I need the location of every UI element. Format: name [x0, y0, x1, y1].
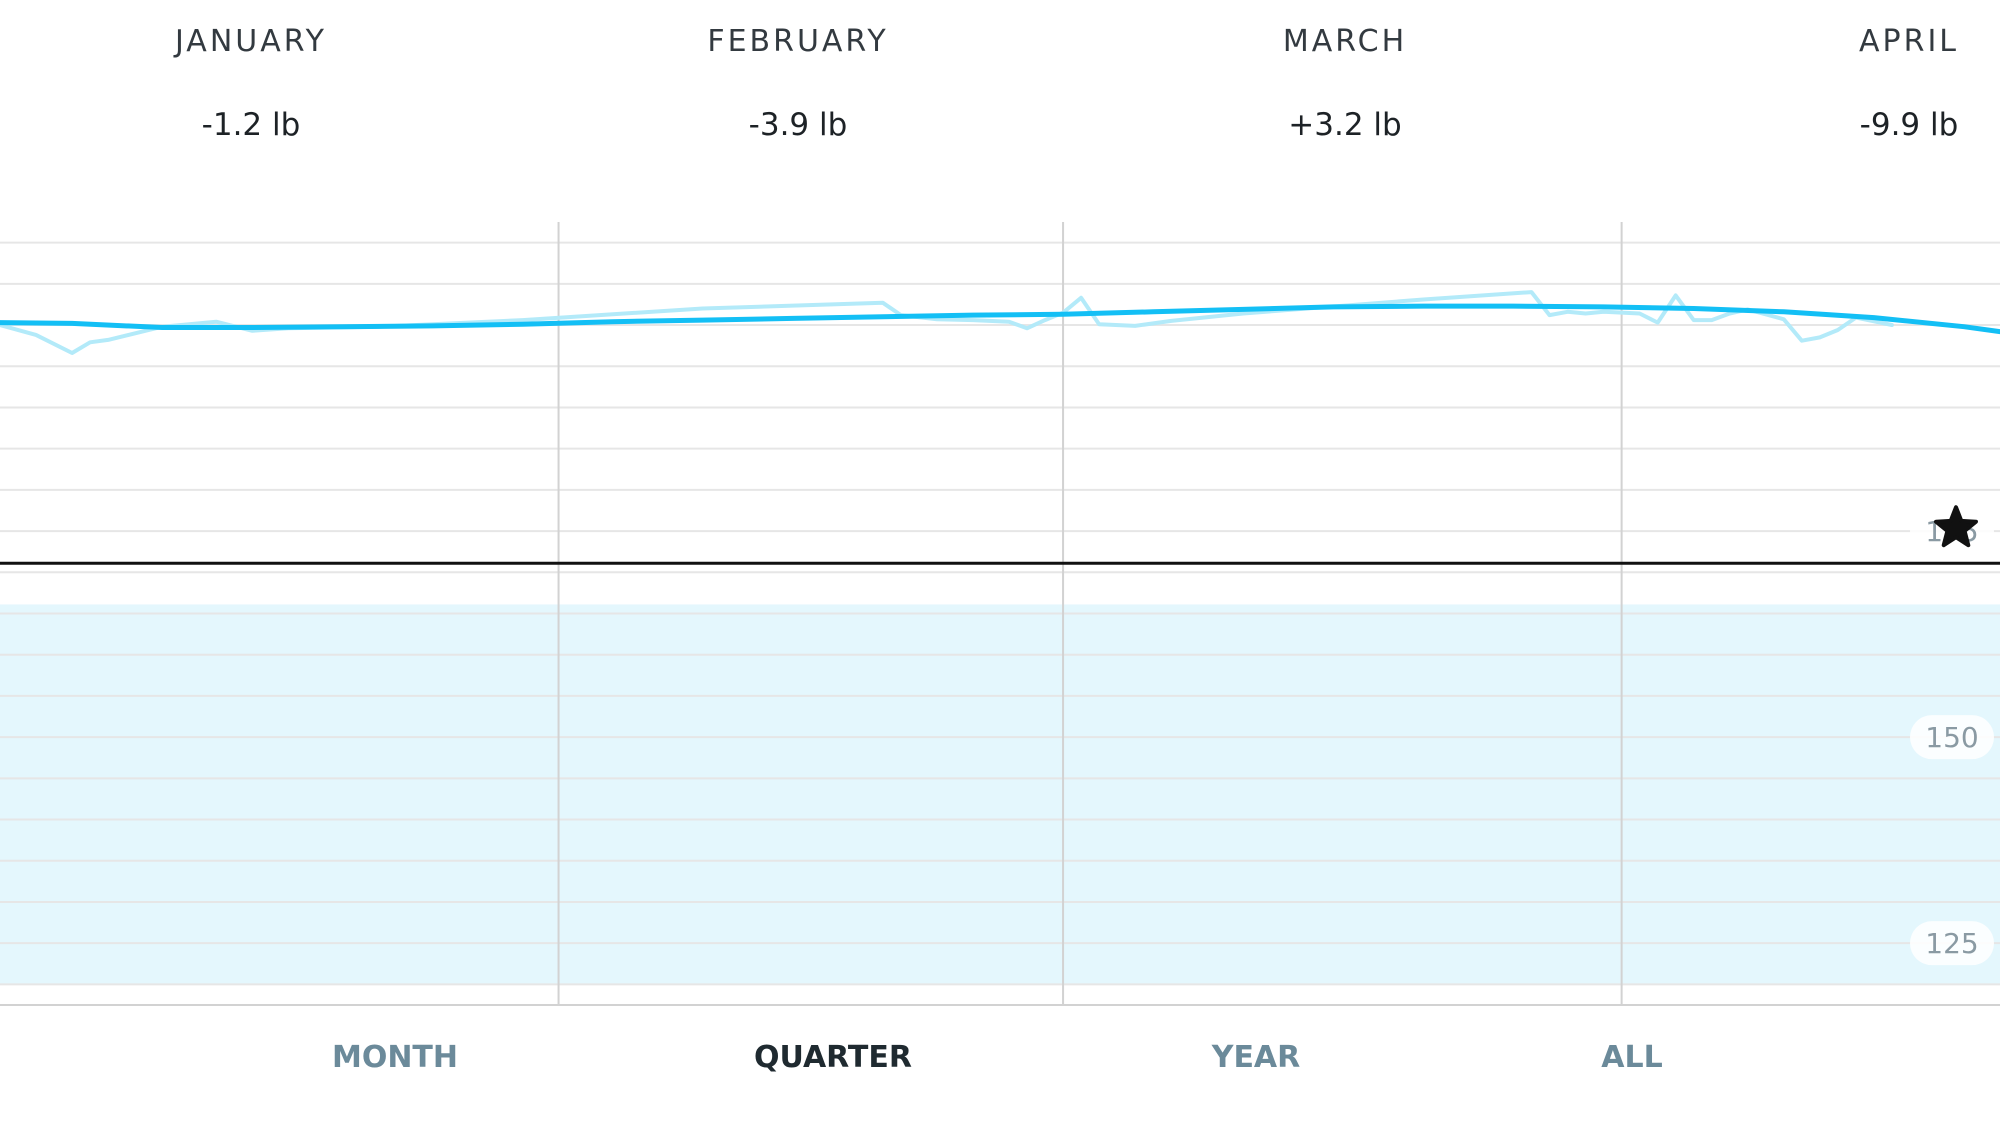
range-tabs: MONTH QUARTER YEAR ALL	[0, 1005, 2000, 1125]
tab-all[interactable]: ALL	[1601, 1040, 1663, 1075]
month-column-february: FEBRUARY -3.9 lb	[648, 22, 948, 145]
month-name: APRIL	[1858, 24, 1960, 59]
month-summary-header: JANUARY -1.2 lb FEBRUARY -3.9 lb MARCH +…	[0, 0, 2000, 160]
goal-star-icon	[1934, 505, 1978, 548]
y-tick-label: 125	[1925, 927, 1978, 960]
month-name: JANUARY	[174, 24, 327, 59]
month-column-january: JANUARY -1.2 lb	[101, 22, 401, 145]
month-weight-change: -9.9 lb	[1859, 107, 1959, 143]
month-name: MARCH	[1282, 24, 1408, 59]
month-column-march: MARCH +3.2 lb	[1195, 22, 1495, 145]
y-tick-label: 150	[1925, 721, 1978, 754]
healthy-range-band	[0, 604, 2000, 985]
month-weight-change: +3.2 lb	[1288, 107, 1402, 143]
y-tick-label-bg	[1910, 715, 1994, 760]
month-column-april: APRIL -9.9 lb	[1759, 22, 2000, 145]
month-weight-change: -3.9 lb	[748, 107, 848, 143]
trend-weight-line	[0, 303, 2000, 335]
tab-quarter[interactable]: QUARTER	[754, 1040, 912, 1075]
tab-month[interactable]: MONTH	[331, 1040, 459, 1075]
tab-year[interactable]: YEAR	[1211, 1040, 1301, 1075]
raw-weight-line	[0, 290, 1894, 355]
y-tick-label-bg	[1910, 921, 1994, 966]
month-name: FEBRUARY	[707, 24, 889, 59]
month-weight-change: -1.2 lb	[201, 107, 301, 143]
